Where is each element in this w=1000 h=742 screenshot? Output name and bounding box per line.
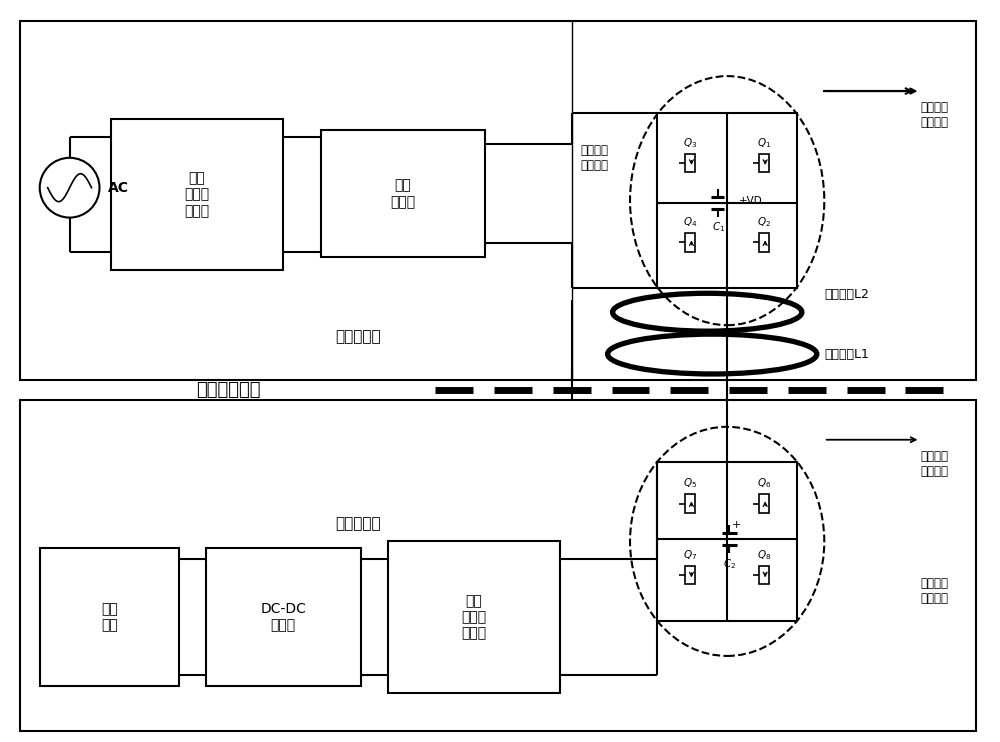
Text: 接收线圈L2: 接收线圈L2 [825, 288, 870, 301]
Text: 第一串联
谐振电路: 第一串联 谐振电路 [581, 144, 609, 172]
Bar [20, 22, 976, 380]
Text: $Q_2$: $Q_2$ [757, 216, 771, 229]
Bar [321, 130, 485, 257]
Text: 车载侧部分: 车载侧部分 [335, 516, 380, 531]
Bar [759, 154, 769, 172]
Bar [657, 462, 797, 621]
Bar [759, 566, 769, 584]
Bar [206, 548, 361, 686]
Text: $Q_3$: $Q_3$ [683, 136, 697, 150]
Circle shape [40, 158, 100, 217]
Text: 第二电子
电容电路: 第二电子 电容电路 [920, 450, 948, 478]
Bar [20, 400, 976, 731]
Text: $Q_6$: $Q_6$ [757, 476, 771, 490]
Bar [685, 154, 695, 172]
Text: $Q_4$: $Q_4$ [683, 216, 697, 229]
Bar [759, 494, 769, 513]
Text: 发射线圈L1: 发射线圈L1 [825, 347, 870, 361]
Text: 高频
逆变器: 高频 逆变器 [390, 179, 415, 209]
Bar [759, 234, 769, 252]
Text: $C_1$: $C_1$ [712, 220, 725, 234]
Text: 第二
整流滤
波电路: 第二 整流滤 波电路 [462, 594, 487, 640]
Bar [685, 234, 695, 252]
Text: +: + [732, 520, 742, 531]
Text: 基建侧部分: 基建侧部分 [335, 329, 380, 344]
Bar [388, 542, 560, 693]
Text: 电池
负载: 电池 负载 [101, 602, 118, 632]
Text: $C_2$: $C_2$ [723, 557, 736, 571]
Text: 可分离变压器: 可分离变压器 [196, 381, 261, 399]
Text: $Q_5$: $Q_5$ [683, 476, 697, 490]
Text: +VD: +VD [739, 196, 763, 206]
Bar [40, 548, 179, 686]
Text: $Q_7$: $Q_7$ [683, 548, 697, 562]
Text: AC: AC [107, 181, 128, 194]
Text: $Q_1$: $Q_1$ [757, 136, 771, 150]
Bar [657, 113, 797, 289]
Bar [685, 566, 695, 584]
Bar [111, 119, 283, 270]
Text: 第二串联
谐振电路: 第二串联 谐振电路 [920, 577, 948, 605]
Text: 第一电子
电容电路: 第一电子 电容电路 [920, 101, 948, 129]
Text: $Q_8$: $Q_8$ [757, 548, 771, 562]
Text: 第一
整流滤
波电路: 第一 整流滤 波电路 [185, 171, 210, 218]
Text: DC-DC
变换器: DC-DC 变换器 [260, 602, 306, 632]
Bar [685, 494, 695, 513]
